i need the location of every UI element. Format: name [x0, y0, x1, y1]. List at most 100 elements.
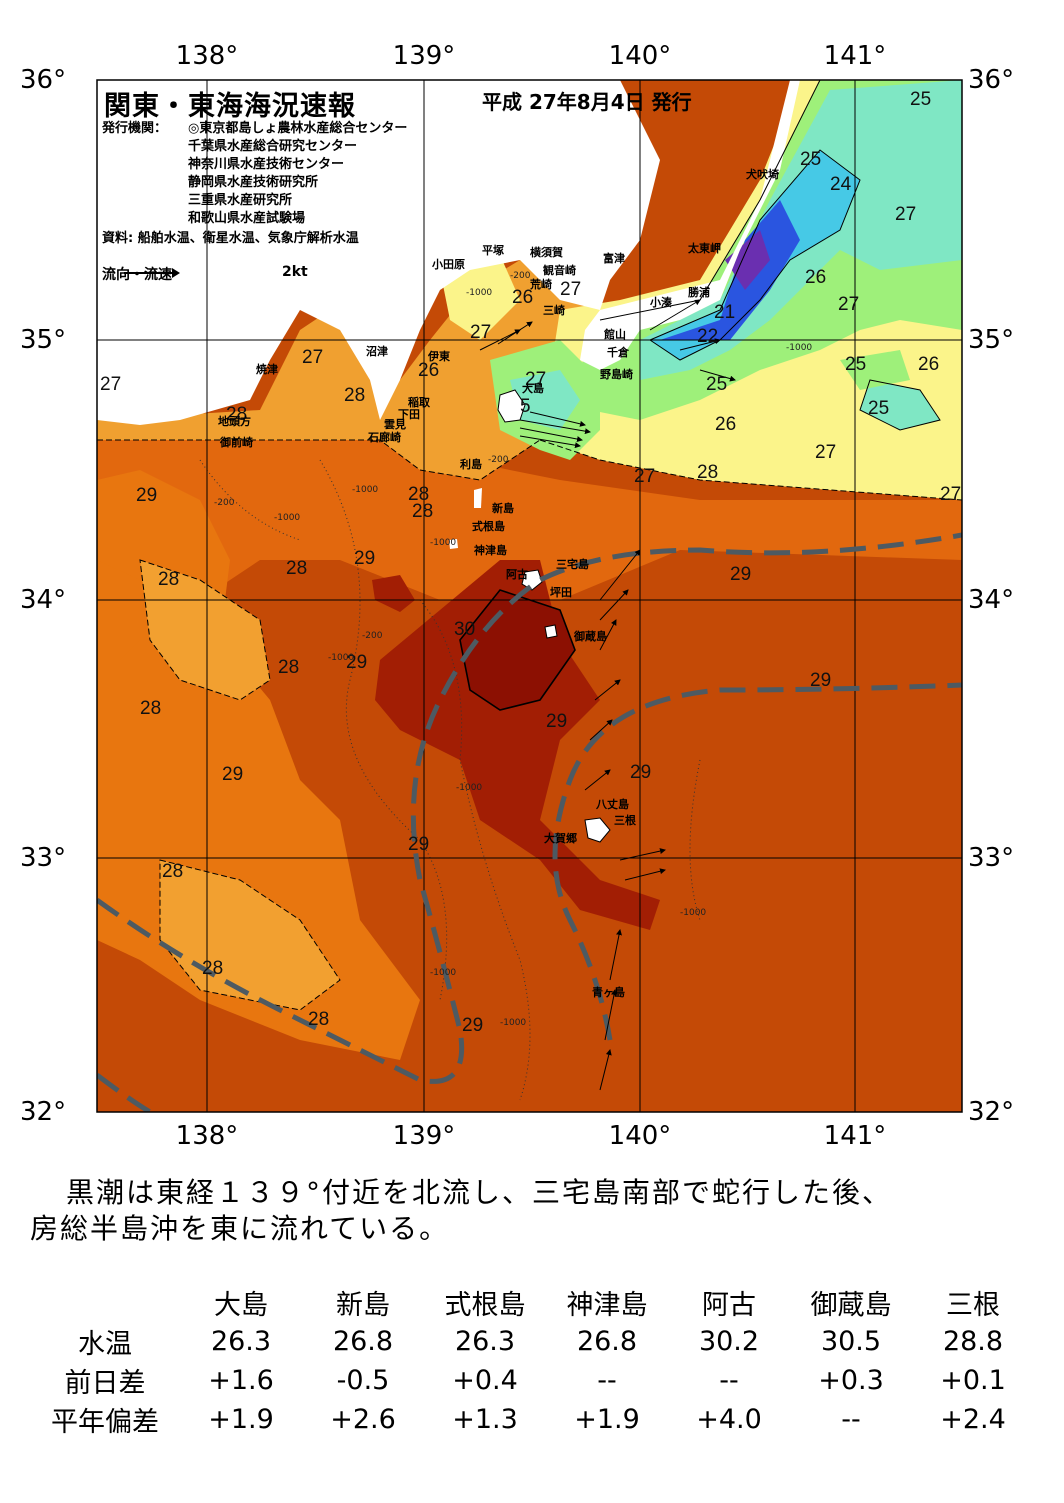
- row-header: 前日差: [64, 1368, 146, 1399]
- place-label: 石廊崎: [367, 430, 401, 444]
- isotherm-label: 29: [136, 485, 157, 506]
- column-header: 大島: [214, 1290, 268, 1321]
- isotherm-label: 29: [222, 764, 243, 785]
- isotherm-label: 28: [412, 501, 433, 522]
- depth-label: -1000: [500, 1018, 526, 1028]
- issue-date: 平成 27年8月4日 発行: [482, 90, 692, 114]
- place-label: 千倉: [607, 345, 630, 359]
- place-label: 式根島: [472, 519, 505, 533]
- depth-label: -1000: [328, 653, 354, 663]
- summary-line: 黒潮は東経１３９°付近を北流し、三宅島南部で蛇行した後、: [66, 1176, 893, 1209]
- column-header: 式根島: [444, 1290, 526, 1321]
- table-cell: +1.6: [208, 1365, 274, 1396]
- isotherm-label: 25: [845, 354, 866, 375]
- depth-label: -1000: [466, 288, 492, 298]
- place-label: 雲見: [384, 418, 406, 431]
- depth-label: -1000: [680, 908, 706, 918]
- table-row: 前日差 +1.6 -0.5 +0.4 -- -- +0.3 +0.1: [30, 1361, 1034, 1400]
- place-label: 大賀郷: [544, 831, 577, 845]
- lat-label-left: 35°: [20, 325, 67, 355]
- isotherm-label: 27: [525, 369, 546, 390]
- issuer-name: 神奈川県水産技術センター: [188, 157, 345, 172]
- lat-label-left: 32°: [20, 1097, 67, 1127]
- table-cell: -0.5: [336, 1365, 390, 1396]
- depth-label: -1000: [456, 783, 482, 793]
- isotherm-label: 25: [868, 398, 889, 419]
- island-temperature-table: 大島 新島 式根島 神津島 阿古 御蔵島 三根 水温 26.3 26.8 26.…: [30, 1283, 1034, 1439]
- place-label: 勝浦: [688, 285, 710, 299]
- place-label: 神津島: [474, 543, 507, 557]
- table-cell: 26.3: [454, 1326, 516, 1357]
- table-cell: 30.2: [698, 1326, 760, 1357]
- isotherm-label: 22: [697, 326, 718, 347]
- column-header: 御蔵島: [810, 1290, 892, 1321]
- table-row: 水温 26.3 26.8 26.3 26.8 30.2 30.5 28.8: [30, 1322, 1034, 1361]
- table-cell: 28.8: [942, 1326, 1004, 1357]
- summary-line: 房総半島沖を東に流れている。: [30, 1212, 450, 1245]
- place-label: 三宅島: [556, 557, 589, 571]
- lon-label-bottom: 141°: [823, 1121, 887, 1151]
- row-header: 水温: [78, 1329, 132, 1360]
- table-header-row: 大島 新島 式根島 神津島 阿古 御蔵島 三根: [30, 1283, 1034, 1322]
- isotherm-label: 28: [158, 569, 179, 590]
- isotherm-label: 26: [805, 267, 826, 288]
- table-cell: +4.0: [696, 1404, 762, 1435]
- place-label: 稲取: [408, 395, 430, 409]
- table-cell: +0.3: [818, 1365, 884, 1396]
- place-label: 新島: [492, 501, 514, 515]
- isotherm-label: 26: [418, 360, 439, 381]
- table-cell: +1.3: [452, 1404, 518, 1435]
- place-label: 観音崎: [543, 263, 576, 277]
- lon-label-bottom: 140°: [608, 1121, 672, 1151]
- table-corner: [30, 1283, 180, 1322]
- place-label: 太東岬: [687, 241, 721, 255]
- temperature-field: 25 25 24 27 21 22 25 26 27 25 26 25 26 2…: [97, 80, 962, 1112]
- lon-label-top: 140°: [608, 41, 672, 71]
- isotherm-label: 28: [202, 958, 223, 979]
- lon-label-top: 141°: [823, 41, 887, 71]
- issuer-name: 静岡県水産技術研究所: [188, 175, 319, 190]
- isotherm-label: 25: [800, 149, 821, 170]
- issuer-name: ◎東京都島しょ農林水産総合センター: [188, 121, 408, 136]
- place-label: 沼津: [366, 344, 388, 358]
- table-cell: +2.4: [940, 1404, 1006, 1435]
- table-cell: +0.1: [940, 1365, 1006, 1396]
- table-cell: --: [719, 1365, 739, 1396]
- isotherm-label: 25: [706, 374, 727, 395]
- isotherm-label: 28: [308, 1009, 329, 1030]
- lat-label-left: 34°: [20, 585, 67, 615]
- place-label: 地頭方: [218, 414, 251, 428]
- map-canvas: 25 25 24 27 21 22 25 26 27 25 26 25 26 2…: [96, 79, 963, 1113]
- isotherm-label: 26: [715, 414, 736, 435]
- place-label: 御前崎: [219, 435, 253, 449]
- row-header: 平年偏差: [51, 1407, 159, 1438]
- lat-label-right: 36°: [968, 65, 1015, 95]
- table-cell: 30.5: [820, 1326, 882, 1357]
- lat-label-right: 34°: [968, 585, 1015, 615]
- column-header: 三根: [946, 1290, 1000, 1321]
- table-cell: +1.9: [208, 1404, 274, 1435]
- isotherm-label: 28: [697, 462, 718, 483]
- column-header: 新島: [336, 1290, 390, 1321]
- isotherm-label: 29: [630, 762, 651, 783]
- legend-speed: 2kt: [282, 264, 308, 280]
- depth-label: -200: [488, 455, 509, 465]
- place-label: 横須賀: [530, 245, 563, 259]
- isotherm-label: 27: [634, 466, 655, 487]
- lat-label-left: 33°: [20, 843, 67, 873]
- depth-label: -1000: [352, 485, 378, 495]
- lon-label-bottom: 138°: [175, 1121, 239, 1151]
- depth-label: -1000: [274, 513, 300, 523]
- map-frame: [96, 79, 963, 1113]
- isotherm-label: 27: [838, 294, 859, 315]
- place-label: 小湊: [649, 295, 672, 309]
- depth-label: -200: [362, 631, 383, 641]
- isotherm-label: 27: [895, 204, 916, 225]
- place-label: 利島: [460, 457, 482, 471]
- lon-label-bottom: 139°: [392, 1121, 456, 1151]
- column-header: 神津島: [566, 1290, 648, 1321]
- isotherm-label: 5: [520, 396, 531, 417]
- table-cell: --: [597, 1365, 617, 1396]
- place-label: 坪田: [550, 586, 572, 599]
- place-label: 三崎: [543, 303, 565, 317]
